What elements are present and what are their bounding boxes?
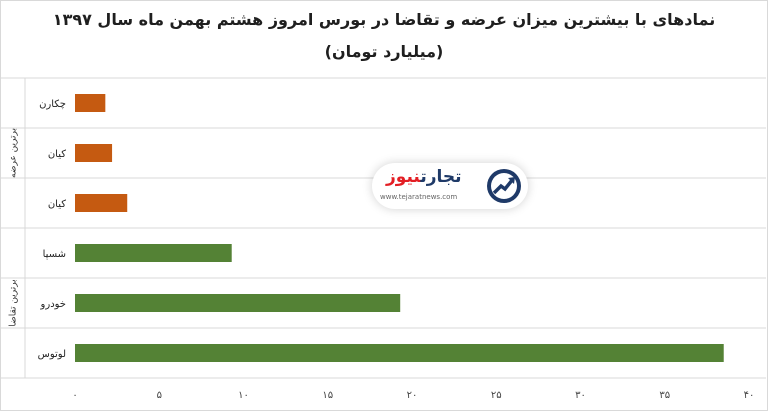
bar (75, 244, 232, 262)
group-label: برترین تقاضا (9, 279, 19, 326)
watermark-brand: تجارتنیوز (386, 167, 462, 187)
category-label: چکارن (39, 99, 66, 110)
bar (75, 94, 106, 112)
category-label: شسپا (43, 249, 66, 260)
watermark-logo: تجارتنیوز www.tejaratnews.com (372, 163, 528, 209)
chart-title: نمادهای با بیشترین میزان عرضه و تقاضا در… (52, 10, 716, 29)
watermark-brand-part1: تجارت (420, 167, 462, 187)
x-tick-label: ۳۰ (575, 390, 586, 401)
x-tick-label: ۲۵ (491, 390, 502, 401)
category-label: کیان (48, 149, 66, 160)
x-tick-label: ۴۰ (744, 390, 755, 401)
category-label: خودرو (40, 299, 66, 310)
x-tick-label: ۵ (157, 390, 162, 401)
watermark-url: www.tejaratnews.com (380, 193, 458, 201)
bar (75, 194, 128, 212)
group-label: برترین عرضه (9, 128, 19, 178)
x-tick-label: ۳۵ (659, 390, 670, 401)
x-tick-label: ۲۰ (407, 390, 418, 401)
bar (75, 144, 113, 162)
bar (75, 344, 724, 362)
x-tick-label: ۱۰ (238, 390, 249, 401)
chart-subtitle: (میلیارد تومان) (324, 42, 444, 61)
bar (75, 294, 401, 312)
watermark-brand-part2: نیوز (386, 167, 421, 187)
category-label: کیان (48, 199, 66, 210)
category-label: لوتوس (38, 349, 66, 360)
x-tick-label: ۰ (72, 390, 77, 401)
chart-arrow-logo-icon (487, 169, 521, 203)
x-tick-label: ۱۵ (322, 390, 333, 401)
